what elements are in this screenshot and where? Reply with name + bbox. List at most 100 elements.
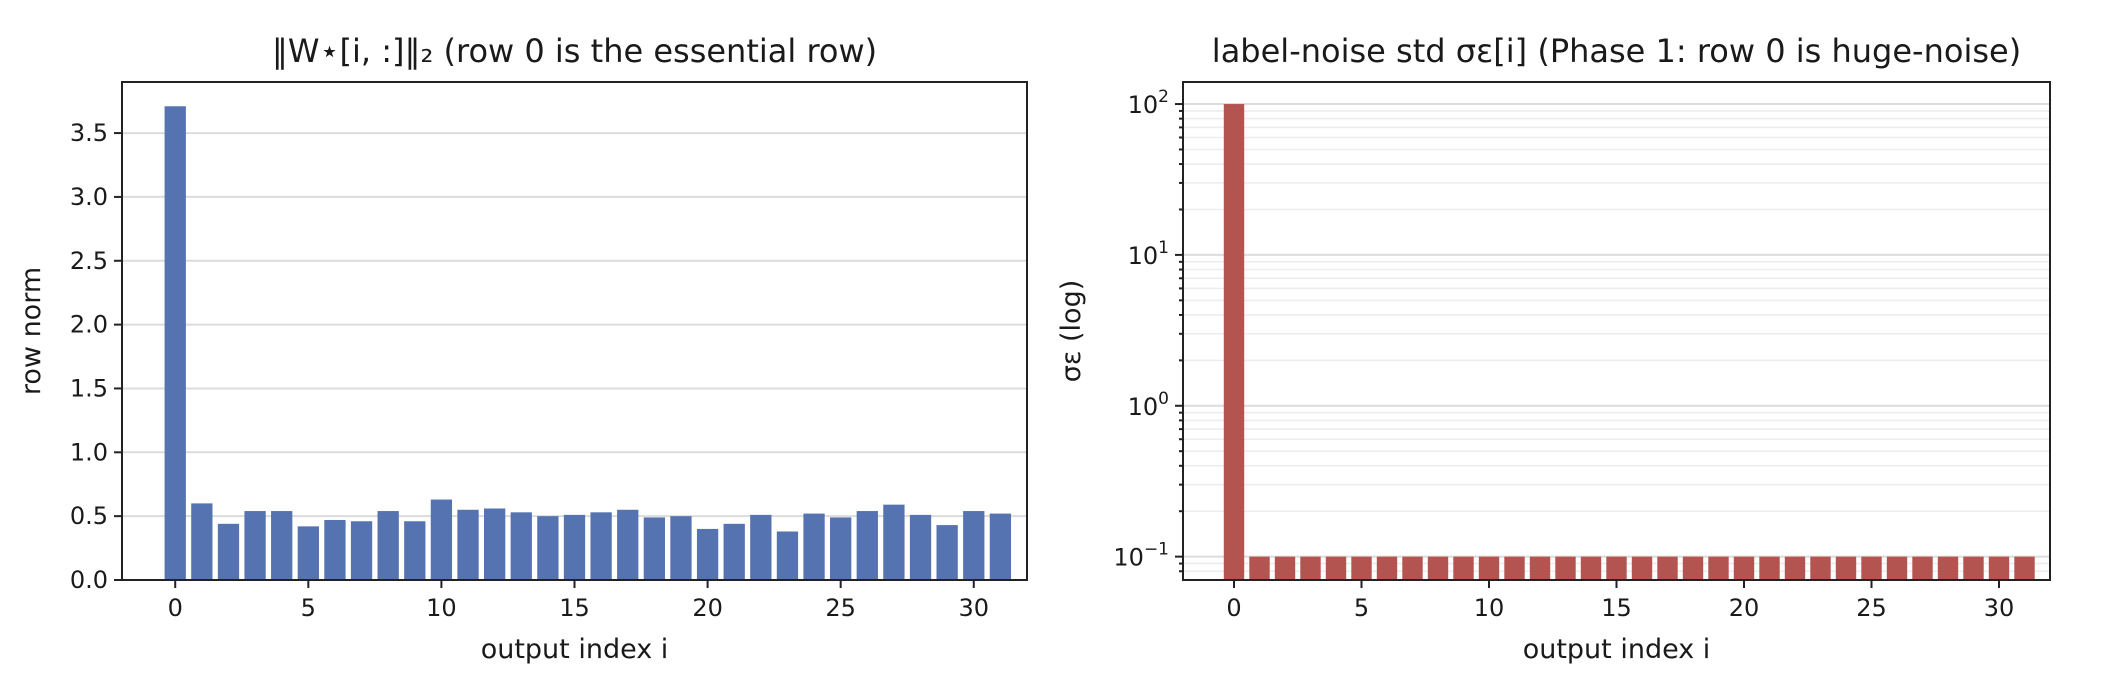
bar-26 (856, 511, 878, 580)
bar-19 (670, 516, 692, 580)
bar-12 (1529, 556, 1551, 580)
x-axis-ticks: 0 5 10 15 20 25 30 (168, 580, 989, 622)
x-tick-label: 0 (168, 594, 183, 622)
bar-21 (723, 523, 745, 580)
bar-7 (350, 521, 373, 580)
x-tick-label: 20 (692, 594, 723, 622)
bar-14 (537, 516, 559, 580)
x-axis-label: output index i (1523, 634, 1711, 665)
y-tick-label: 3.5 (70, 119, 108, 147)
x-tick-label: 5 (1354, 594, 1369, 622)
bar-25 (830, 517, 852, 580)
y-tick-label: 0.0 (70, 566, 108, 594)
bar-15 (1606, 556, 1627, 580)
x-tick-label: 30 (1984, 594, 2015, 622)
bar-13 (510, 512, 532, 580)
bar-8 (1427, 556, 1449, 580)
y-tick-label: 10−1 (1113, 540, 1169, 572)
bar-10 (1478, 556, 1500, 580)
bar-25 (1861, 556, 1882, 580)
bar-18 (643, 517, 665, 580)
bar-11 (457, 509, 479, 580)
x-tick-label: 30 (958, 594, 989, 622)
bar-4 (1325, 556, 1347, 580)
bar-15 (563, 514, 586, 580)
x-tick-label: 10 (1474, 594, 1505, 622)
bar-3 (244, 511, 266, 580)
bar-10 (430, 499, 453, 580)
bar-24 (803, 513, 825, 580)
y-tick-label: 100 (1128, 389, 1169, 421)
bar-5 (1351, 556, 1372, 580)
bar-24 (1835, 556, 1857, 580)
x-axis-label: output index i (481, 634, 669, 665)
y-tick-label: 1.5 (70, 374, 108, 402)
bar-series (1223, 104, 2035, 581)
bar-31 (989, 513, 1012, 580)
x-tick-label: 20 (1729, 594, 1760, 622)
bar-27 (883, 504, 905, 580)
y-gridlines (1183, 103, 2050, 573)
y-tick-exponent: 1 (1158, 238, 1169, 258)
y-tick-base: 10 (1113, 544, 1144, 572)
bar-13 (1555, 556, 1576, 580)
bar-9 (1453, 556, 1474, 580)
y-tick-label: 101 (1128, 238, 1169, 270)
bar-1 (1249, 556, 1270, 580)
bar-0 (164, 106, 186, 580)
bar-17 (617, 509, 639, 580)
bar-26 (1886, 556, 1908, 580)
x-tick-label: 10 (426, 594, 457, 622)
bar-3 (1300, 556, 1321, 580)
y-tick-label: 2.0 (70, 311, 108, 339)
y-tick-base: 10 (1128, 393, 1159, 421)
bar-21 (1759, 556, 1780, 580)
chart-left-row-norm: 0 5 10 15 20 25 30 0.0 0.5 1.0 1.5 2.0 2.5 3.0 3.5 ‖W⋆[… (16, 32, 1028, 665)
y-tick-label: 102 (1128, 87, 1169, 119)
bar-0 (1223, 104, 1245, 581)
bar-series (164, 106, 1012, 580)
y-tick-exponent: −1 (1144, 540, 1169, 560)
bar-6 (1376, 556, 1398, 580)
bar-8 (377, 511, 399, 580)
bar-1 (191, 503, 213, 580)
bar-22 (1784, 556, 1806, 580)
bar-7 (1402, 556, 1423, 580)
x-tick-label: 15 (1601, 594, 1632, 622)
bar-20 (1733, 556, 1755, 580)
x-tick-label: 5 (301, 594, 316, 622)
bar-22 (750, 514, 772, 580)
bar-14 (1580, 556, 1602, 580)
bar-19 (1708, 556, 1729, 580)
bar-2 (217, 523, 240, 580)
bar-12 (484, 508, 506, 580)
bar-20 (696, 528, 719, 580)
bar-17 (1657, 556, 1678, 580)
bar-5 (297, 526, 319, 580)
y-tick-exponent: 0 (1158, 389, 1169, 409)
chart-title: label-noise std σε[i] (Phase 1: row 0 is… (1212, 32, 2021, 70)
bar-16 (590, 512, 612, 580)
bar-31 (2014, 556, 2035, 580)
y-axis-label: σε (log) (1056, 280, 1087, 383)
y-tick-label: 2.5 (70, 247, 108, 275)
y-tick-exponent: 2 (1158, 87, 1169, 107)
bar-28 (1937, 556, 1959, 580)
bar-23 (1810, 556, 1831, 580)
y-tick-base: 10 (1128, 242, 1159, 270)
bar-2 (1274, 556, 1296, 580)
plot-frame (1182, 81, 2051, 581)
bar-9 (404, 521, 426, 580)
bar-30 (1988, 556, 2010, 580)
bar-4 (271, 511, 293, 580)
bar-18 (1682, 556, 1704, 580)
y-tick-label: 0.5 (70, 502, 108, 530)
bar-29 (936, 525, 958, 580)
y-axis-ticks: 0.0 0.5 1.0 1.5 2.0 2.5 3.0 3.5 (70, 119, 122, 594)
x-axis-ticks: 0 5 10 15 20 25 30 (1226, 580, 2014, 622)
y-tick-base: 10 (1128, 91, 1159, 119)
bar-30 (963, 511, 985, 580)
